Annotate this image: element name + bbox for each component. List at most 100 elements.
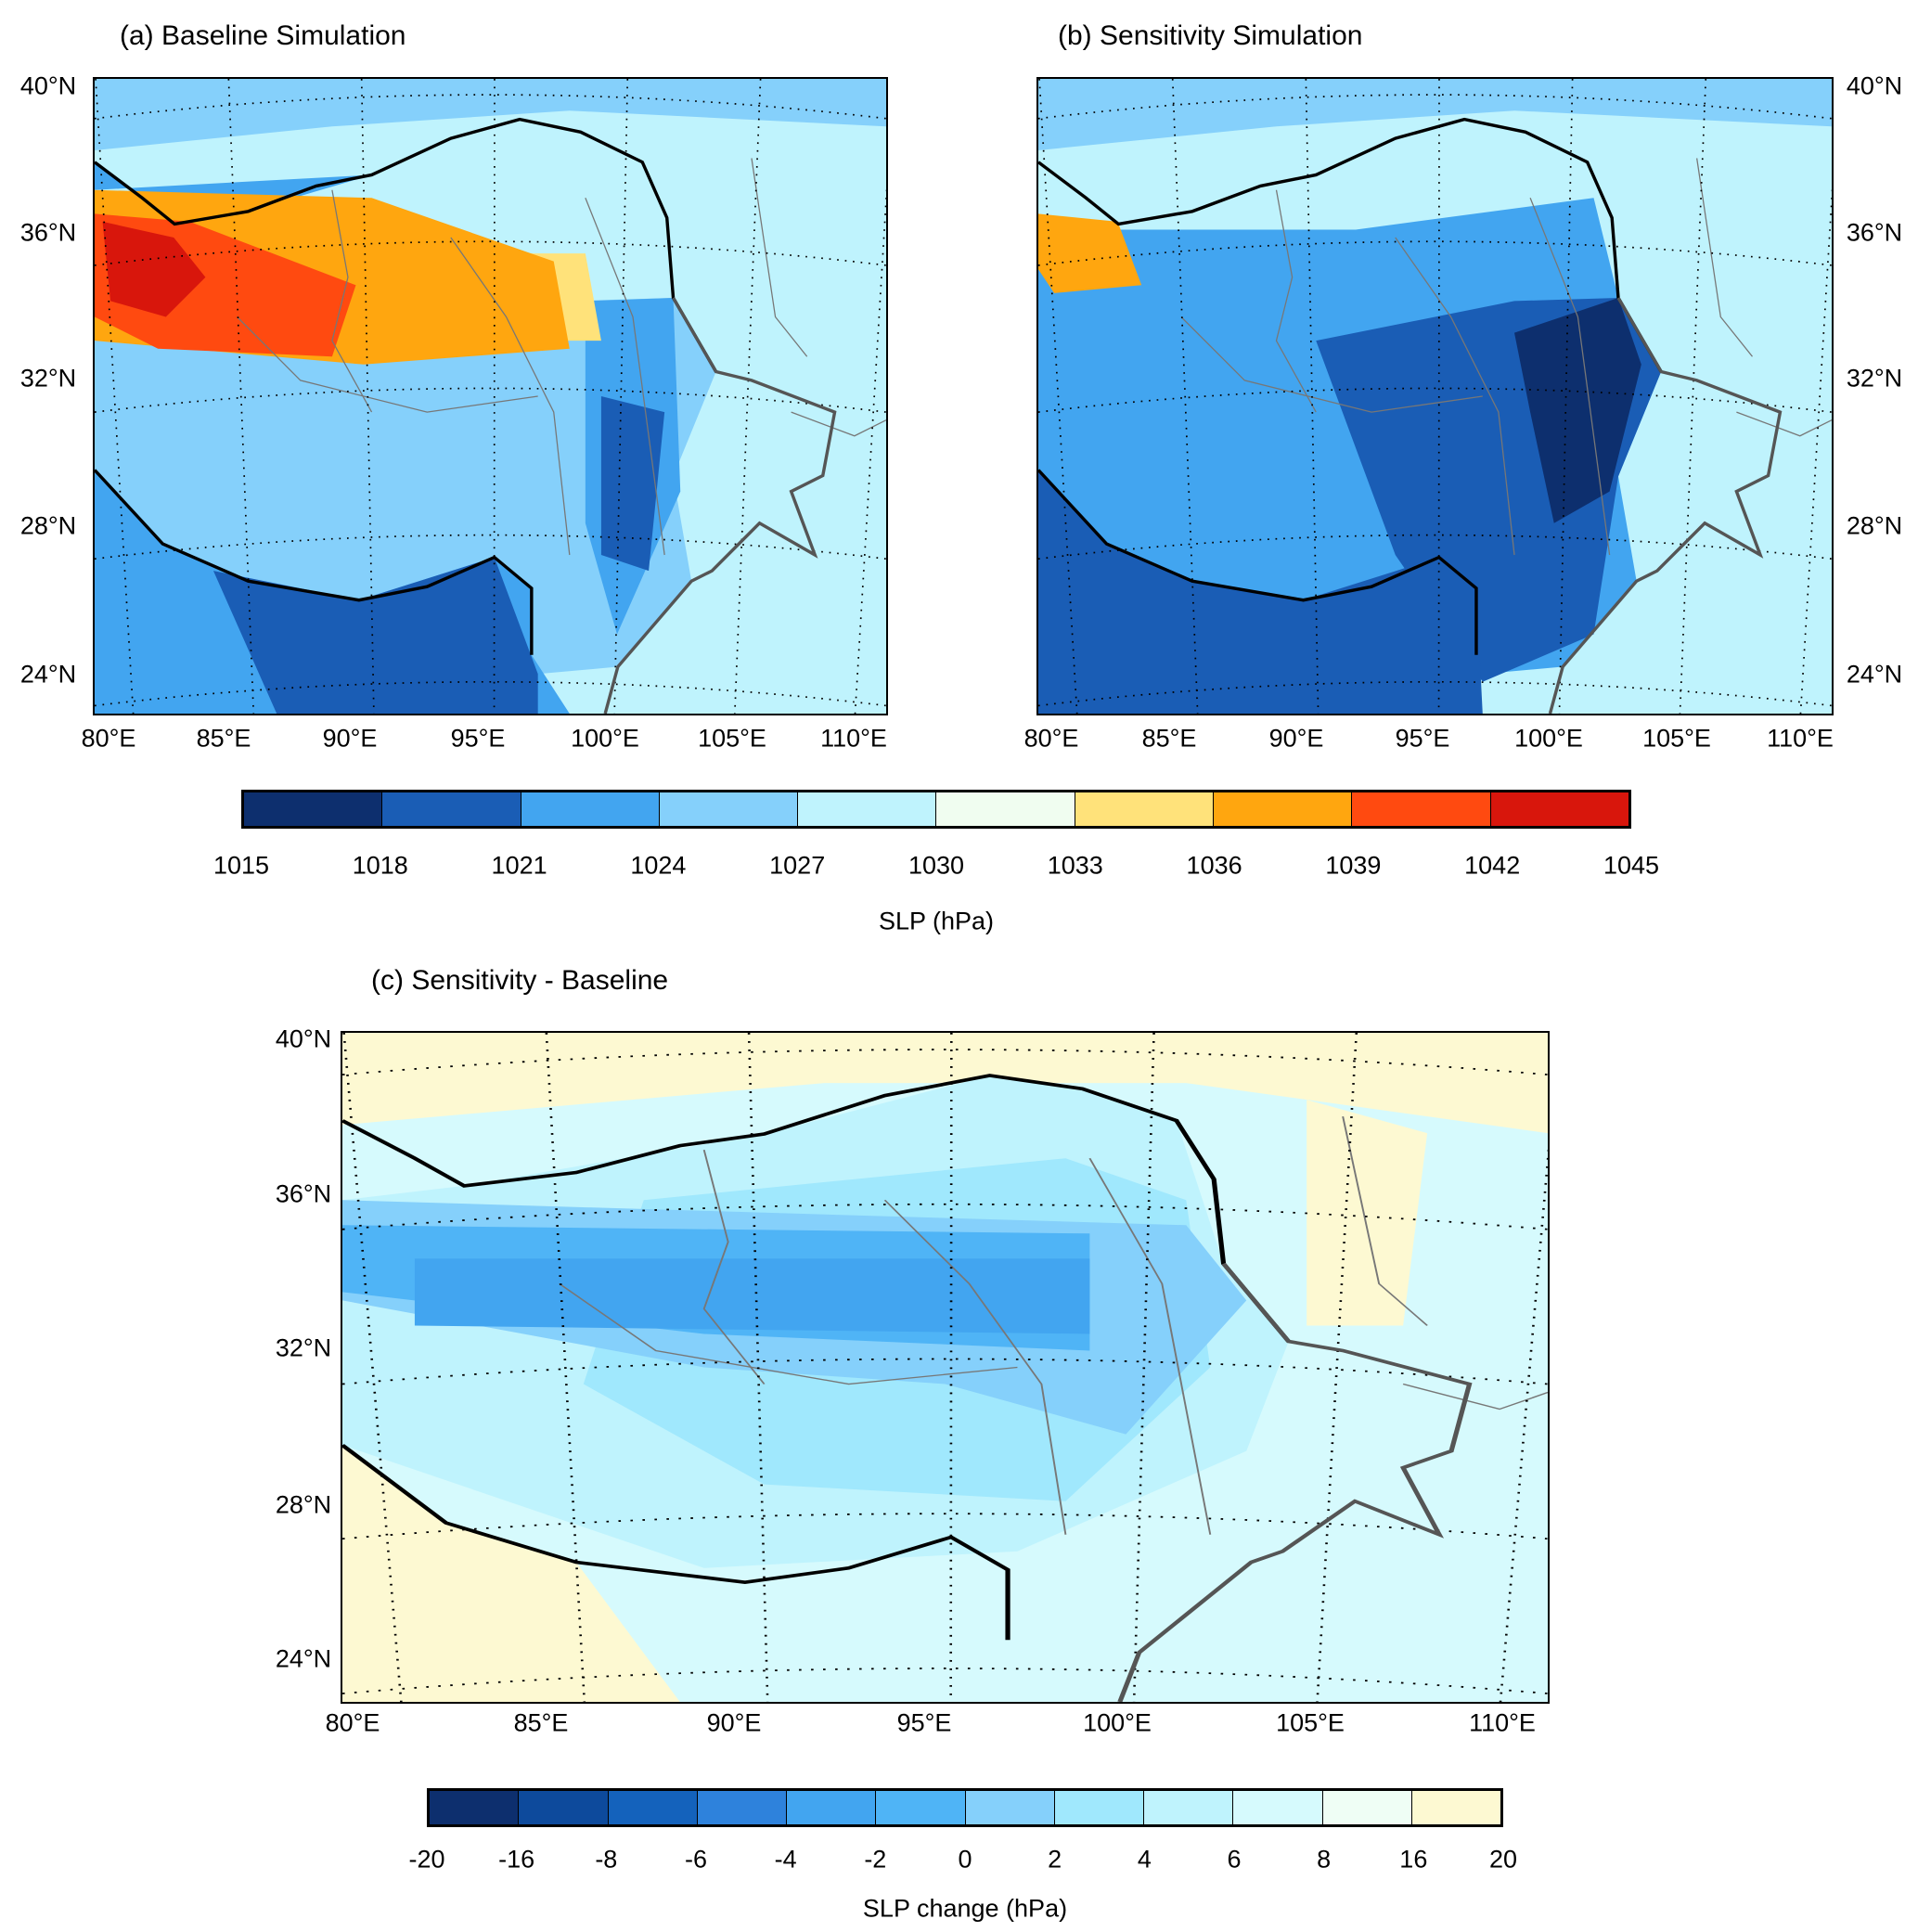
a-lat-label: 40°N (19, 71, 77, 100)
b-lat-label: 40°N (1846, 71, 1903, 100)
contour-region (1514, 297, 1641, 523)
contour-region (102, 221, 206, 317)
colorbar-tick-label: 6 (1227, 1845, 1242, 1874)
a-lat-label: 36°N (19, 218, 77, 247)
colorbar-swatch (1054, 1791, 1144, 1824)
latitude-gridline (342, 1203, 1548, 1230)
colorbar-tick-label: -16 (498, 1845, 535, 1874)
a-lon-label: 100°E (571, 724, 639, 753)
basin-outline (603, 297, 837, 714)
colorbar-swatch (697, 1791, 787, 1824)
c-lat-label: 40°N (275, 1024, 332, 1053)
colorbar-swatch (936, 792, 1075, 826)
colorbar-tick-label: 1030 (908, 851, 965, 880)
longitude-gridline (545, 1033, 586, 1702)
map-panel-b (1036, 77, 1834, 715)
a-lon-label: 95°E (450, 724, 506, 753)
latitude-gridline (342, 1668, 1548, 1694)
slp-change-colorbar (427, 1788, 1503, 1827)
plateau-outline-south (1038, 469, 1478, 655)
basin-outline (1117, 1262, 1473, 1702)
c-lon-label: 80°E (325, 1708, 380, 1737)
longitude-gridline (734, 79, 762, 714)
contour-region (1038, 213, 1142, 293)
plateau-outline-north (95, 117, 718, 373)
longitude-gridline (1132, 1033, 1155, 1702)
colorbar-tick-label: 1027 (769, 851, 826, 880)
c-lat-label: 28°N (275, 1490, 332, 1519)
plateau-outline-north (342, 1074, 1291, 1343)
colorbar-tick-label: 1015 (212, 851, 270, 880)
b-lat-label: 24°N (1846, 660, 1903, 689)
colorbar-swatch (519, 1791, 609, 1824)
a-lon-label: 80°E (81, 724, 136, 753)
panel-a-title: (a) Baseline Simulation (120, 20, 406, 51)
plateau-outline-south (95, 469, 534, 655)
province-border (1736, 411, 1832, 437)
b-lon-label: 90°E (1268, 724, 1324, 753)
province-border (1402, 1383, 1548, 1410)
b-lon-label: 85°E (1141, 724, 1197, 753)
longitude-gridline (1499, 1146, 1548, 1702)
b-lat-label: 28°N (1846, 511, 1903, 540)
colorbar-swatch (244, 792, 383, 826)
longitude-gridline (1558, 79, 1574, 714)
colorbar-tick-label: 2 (1048, 1845, 1062, 1874)
longitude-gridline (854, 187, 886, 714)
c-lon-label: 105°E (1276, 1708, 1345, 1737)
c-lat-label: 32°N (275, 1333, 332, 1362)
colorbar-swatch (1411, 1791, 1500, 1824)
map-panel-c (341, 1031, 1550, 1704)
slp-colorbar (241, 790, 1631, 829)
longitude-gridline (1316, 1033, 1358, 1702)
colorbar-tick-label: 1033 (1047, 851, 1103, 880)
map-canvas (1038, 79, 1832, 714)
c-lon-label: 110°E (1469, 1708, 1536, 1737)
colorbar-tick-label: 1042 (1464, 851, 1521, 880)
a-lon-label: 110°E (820, 724, 887, 753)
c-lon-label: 100°E (1083, 1708, 1152, 1737)
latitude-gridline (1038, 680, 1832, 707)
b-lon-label: 105°E (1642, 724, 1711, 753)
b-lat-label: 32°N (1846, 364, 1903, 393)
province-border (883, 1199, 1067, 1535)
contour-region (212, 557, 538, 714)
province-border (450, 237, 571, 556)
province-border (1088, 1157, 1212, 1535)
colorbar-swatch (659, 792, 799, 826)
a-lon-label: 85°E (196, 724, 251, 753)
c-lat-label: 24°N (275, 1644, 332, 1673)
latitude-gridline (95, 94, 886, 120)
c-lon-label: 85°E (513, 1708, 569, 1737)
longitude-gridline (1171, 79, 1199, 714)
panel-c-title: (c) Sensitivity - Baseline (371, 965, 669, 996)
panel-b-title: (b) Sensitivity Simulation (1058, 20, 1363, 51)
slp-change-colorbar-label: SLP change (hPa) (862, 1894, 1068, 1923)
latitude-gridline (1038, 240, 1832, 266)
province-border (585, 198, 665, 556)
colorbar-swatch (1233, 1791, 1323, 1824)
province-border (751, 158, 808, 357)
contour-region (1038, 470, 1483, 714)
colorbar-tick-label: 0 (958, 1845, 972, 1874)
plateau-outline-north (1038, 117, 1663, 373)
colorbar-swatch (1352, 792, 1491, 826)
colorbar-tick-label: 1039 (1325, 851, 1382, 880)
colorbar-tick-label: -2 (864, 1845, 887, 1874)
colorbar-swatch (608, 1791, 698, 1824)
colorbar-tick-label: -20 (408, 1845, 445, 1874)
longitude-gridline (360, 79, 375, 714)
plateau-outline-south (342, 1444, 1010, 1641)
colorbar-swatch (382, 792, 521, 826)
province-border (1180, 316, 1483, 413)
latitude-gridline (95, 240, 886, 266)
b-lon-label: 95°E (1395, 724, 1450, 753)
colorbar-tick-label: 1021 (491, 851, 547, 880)
colorbar-swatch (1490, 792, 1628, 826)
slp-colorbar-label: SLP (hPa) (878, 907, 995, 935)
longitude-gridline (747, 1033, 769, 1702)
longitude-gridline (1799, 187, 1832, 714)
a-lon-label: 105°E (698, 724, 766, 753)
colorbar-tick-label: -4 (774, 1845, 797, 1874)
